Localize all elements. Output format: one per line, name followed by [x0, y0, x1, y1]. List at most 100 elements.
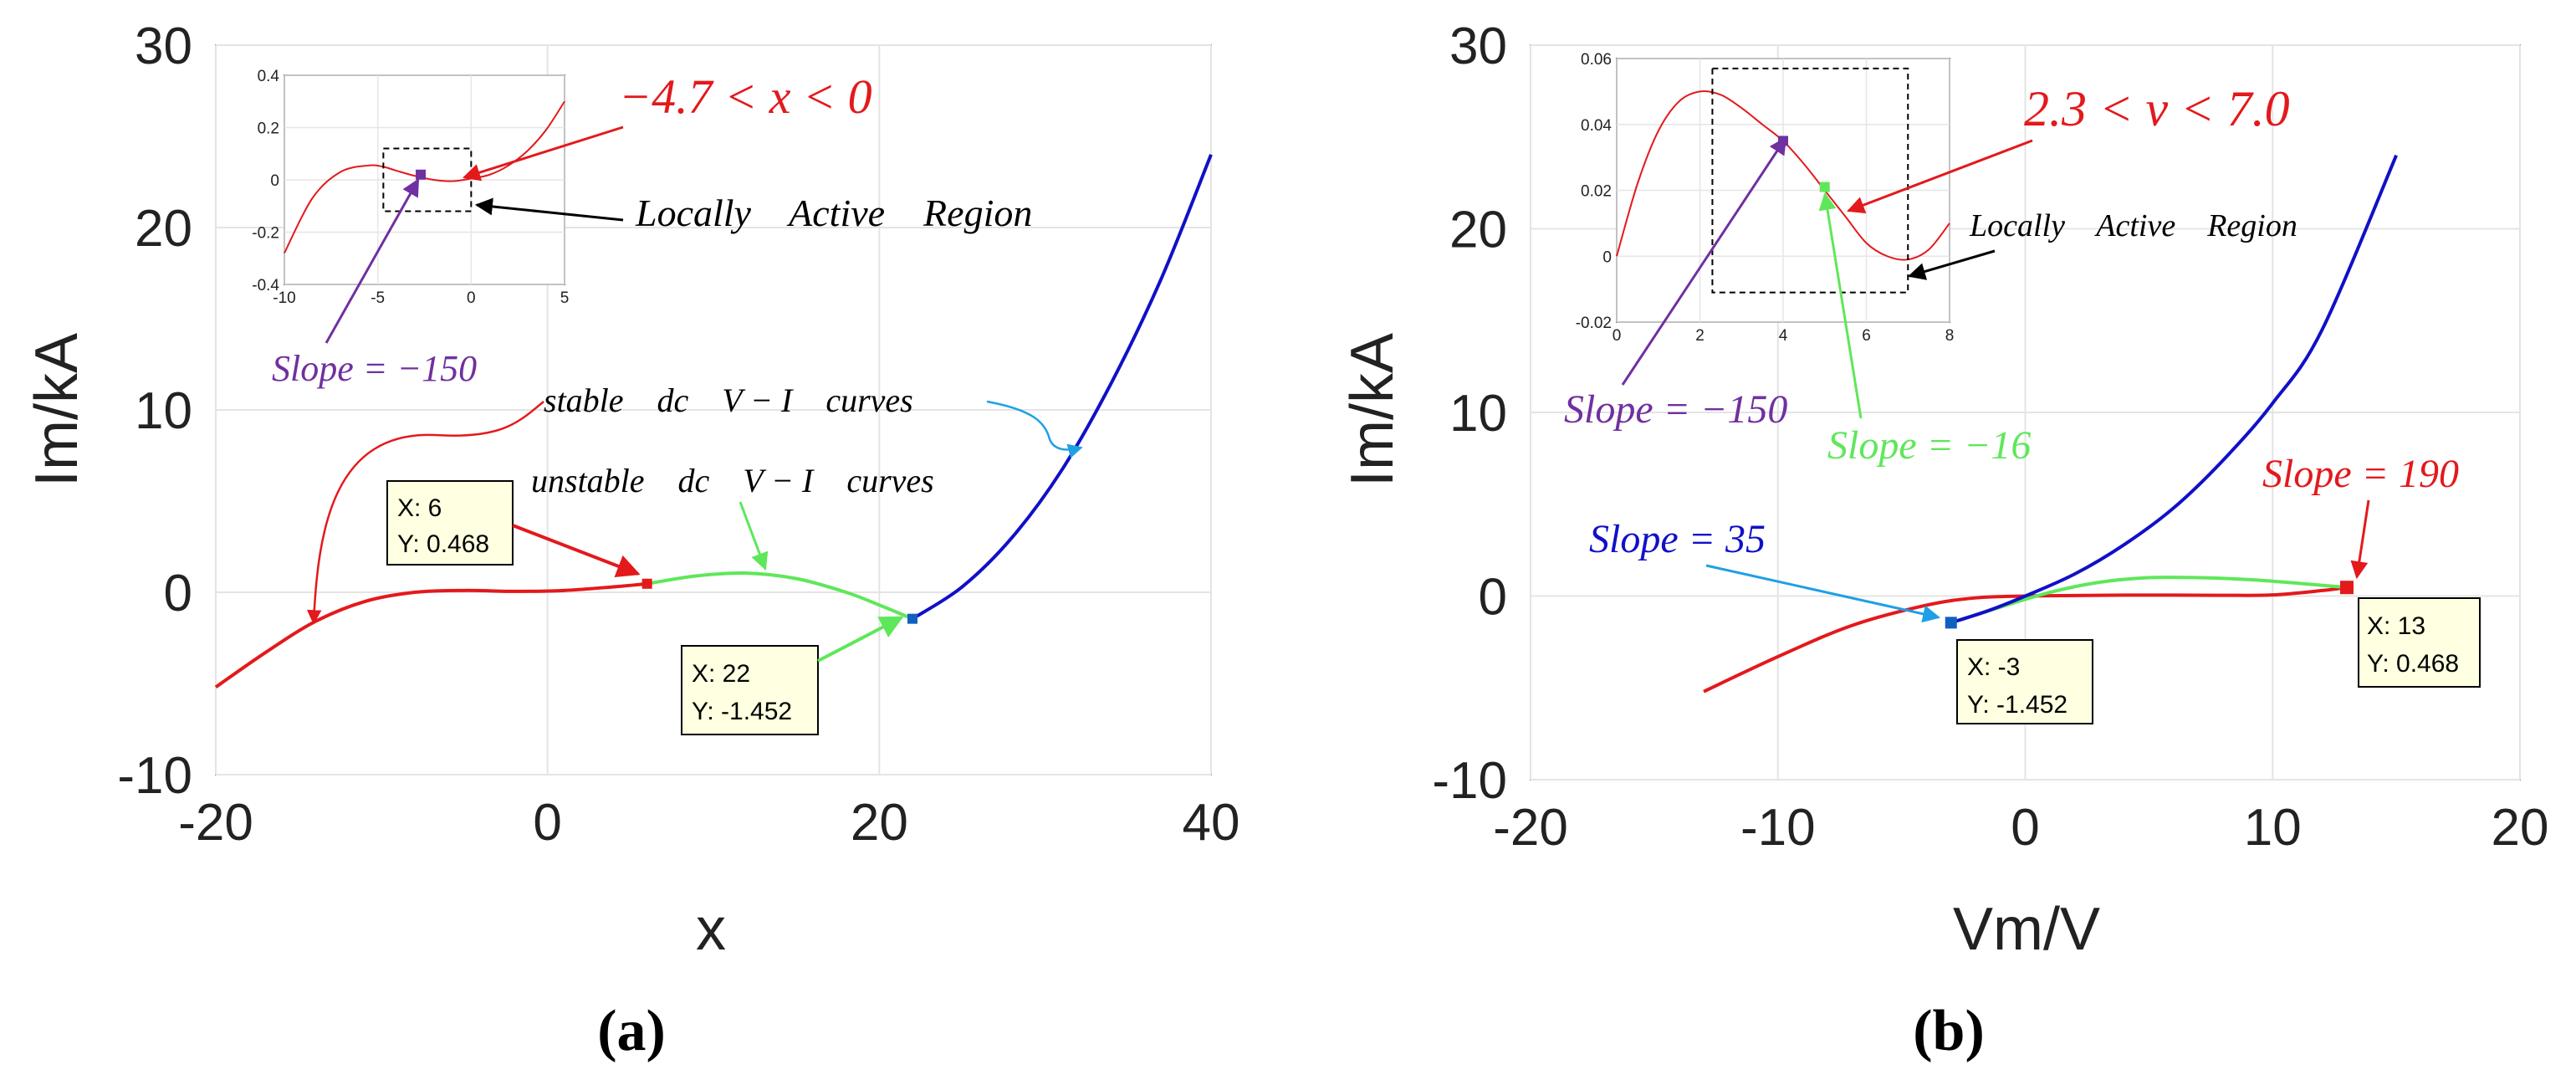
chart-a: -20 0 20 40 -10 0 10 20 30 x Im/kA -10 -5 0 5 -0.4 -0… [23, 18, 1239, 963]
stable-label-a: stable dc V − I curves [544, 381, 913, 419]
x-tick-label: 20 [2492, 799, 2549, 857]
datatip-a-1-y: Y: 0.468 [397, 530, 489, 558]
x-tick-label: 20 [851, 794, 908, 852]
slope-arrow-a [325, 178, 420, 344]
datatip-b-2-x: X: 13 [2367, 612, 2425, 640]
inset-y-tick-label: 0.4 [258, 68, 280, 85]
inset-x-tick-label: 4 [1779, 327, 1788, 345]
datatip-b-1-x: X: -3 [1967, 653, 2020, 681]
inset-a-marker [416, 169, 427, 180]
slope-blue-arrow-b [1705, 564, 1941, 623]
y-tick-label: -10 [117, 747, 192, 805]
ticks-a: -20 0 20 40 -10 0 10 20 30 [117, 18, 1239, 852]
y-tick-label: 0 [1479, 569, 1507, 627]
curves-b [1703, 154, 2398, 694]
inset-y-tick-label: 0 [270, 172, 279, 190]
datatip-b-2-y: Y: 0.468 [2367, 650, 2459, 678]
inset-x-tick-label: 5 [560, 289, 570, 307]
inset-a-grid [284, 74, 565, 285]
inset-curve-line [284, 100, 565, 253]
inset-a-curve [284, 100, 565, 253]
datatip-a-2-y: Y: -1.452 [692, 698, 792, 725]
datatip-a-1-arrow [512, 524, 641, 577]
inset-x-tick-label: 0 [467, 289, 476, 307]
y-tick-label: 20 [135, 200, 192, 258]
stable-arrow-blue-a [986, 400, 1083, 458]
series-line-green [1950, 576, 2348, 625]
inset-b-grid [1616, 58, 1950, 323]
y-tick-label: -10 [1432, 752, 1507, 810]
x-axis-label-b: Vm/V [1953, 896, 2100, 963]
datatip-a-2-x: X: 22 [692, 660, 750, 688]
range-label-a: −4.7 < x < 0 [619, 69, 872, 124]
slope-blue-label-b: Slope = 35 [1589, 517, 1766, 561]
slope-purple-arrow-b [1621, 136, 1787, 386]
datatip-marker-b-2 [2339, 581, 2354, 595]
inset-x-tick-label: -10 [273, 289, 295, 307]
slope-label-a: Slope = −150 [272, 348, 477, 389]
inset-y-tick-label: -0.02 [1576, 315, 1612, 332]
panel-label-a: (a) [597, 999, 666, 1063]
y-tick-label: 30 [1449, 18, 1507, 75]
range-label-b: 2.3 < v < 7.0 [2024, 81, 2290, 136]
inset-x-tick-label: 8 [1945, 327, 1955, 345]
inset-x-tick-label: 0 [1613, 327, 1622, 345]
datatip-marker-b-1 [1945, 617, 1957, 629]
inset-y-tick-label: 0 [1602, 248, 1612, 266]
series-line-green [647, 571, 913, 621]
datatip-a-2-arrow [817, 616, 904, 663]
datatip-marker-a-1 [641, 578, 652, 589]
x-tick-label: 10 [2244, 799, 2302, 857]
datatip-b-1: X: -3 Y: -1.452 [1956, 639, 2093, 724]
inset-region-box [382, 147, 473, 212]
datatip-b-2: X: 13 Y: 0.468 [2358, 597, 2481, 688]
x-tick-label: 0 [2011, 799, 2039, 857]
y-axis-label-a: Im/kA [23, 333, 90, 487]
y-tick-label: 20 [1449, 202, 1507, 259]
inset-x-tick-label: 2 [1695, 327, 1705, 345]
panel-label-b: (b) [1913, 999, 1985, 1063]
x-tick-label: -20 [1493, 799, 1568, 857]
region-arrow-a [474, 197, 624, 222]
series-line-red [214, 581, 647, 689]
slope-green-label-b: Slope = −16 [1827, 423, 2031, 468]
region-label-b: Locally Active Region [1969, 208, 2297, 243]
inset-y-tick-label: -0.2 [252, 225, 279, 243]
y-axis-label-b: Im/kA [1339, 333, 1406, 487]
slope-red-arrow-b [2350, 499, 2370, 580]
datatip-a-1-x: X: 6 [397, 494, 442, 522]
inset-y-tick-label: -0.4 [252, 277, 279, 294]
slope-red-label-b: Slope = 190 [2262, 452, 2459, 496]
x-axis-label-a: x [696, 896, 726, 963]
unstable-label-a: unstable dc V − I curves [531, 462, 934, 499]
slope-green-arrow-b [1818, 192, 1863, 419]
x-tick-label: -10 [1740, 799, 1816, 857]
inset-y-tick-label: 0.2 [258, 120, 279, 138]
inset-x-tick-label: 6 [1862, 327, 1871, 345]
inset-y-tick-label: 0.04 [1581, 117, 1612, 135]
range-arrow-b [1847, 139, 2033, 214]
x-tick-label: -20 [178, 794, 253, 852]
datatip-a-1: X: 6 Y: 0.468 [386, 480, 514, 566]
inset-a: -10 -5 0 5 -0.4 -0.2 0 0.2 0.4 [252, 68, 569, 307]
inset-a-ticks: -10 -5 0 5 -0.4 -0.2 0 0.2 0.4 [252, 68, 569, 307]
inset-y-tick-label: 0.06 [1581, 51, 1612, 69]
y-tick-label: 0 [164, 565, 192, 622]
inset-y-tick-label: 0.02 [1581, 183, 1612, 201]
x-tick-label: 40 [1183, 794, 1240, 852]
y-tick-label: 10 [135, 382, 192, 440]
inset-region-box [1711, 67, 1909, 294]
range-arrow-a [462, 125, 624, 182]
x-tick-label: 0 [533, 794, 561, 852]
slope-purple-label-b: Slope = −150 [1564, 387, 1787, 432]
datatip-marker-a-2 [907, 613, 917, 624]
stable-arrow-red-a [306, 401, 544, 625]
region-arrow-b [1907, 249, 1996, 280]
y-tick-label: 30 [135, 18, 192, 75]
inset-x-tick-label: -5 [371, 289, 385, 307]
